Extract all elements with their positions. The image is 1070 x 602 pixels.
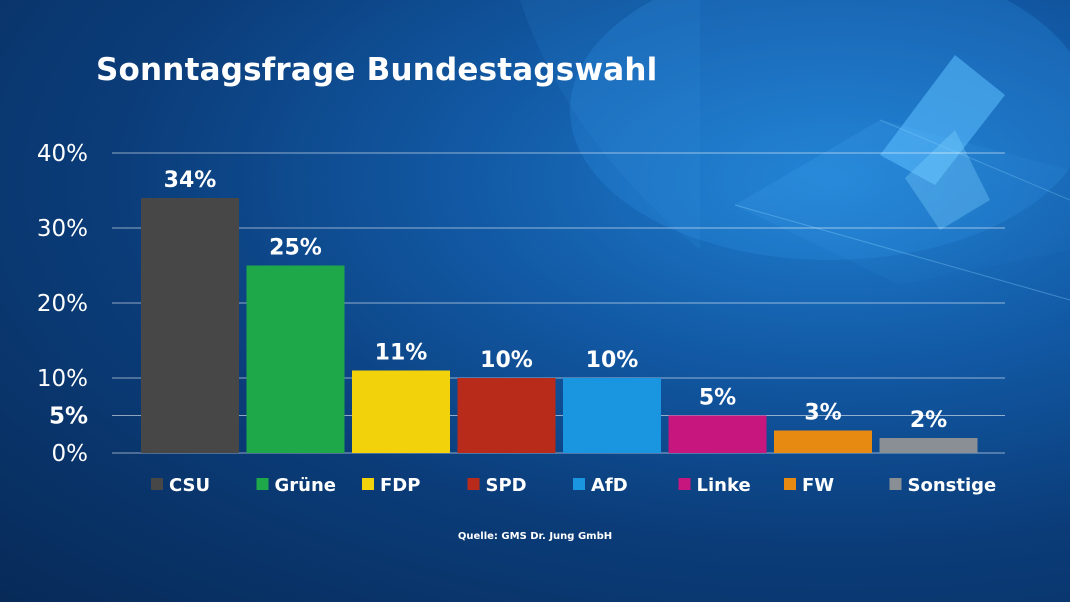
bar-fw: [774, 430, 872, 453]
legend-label: SPD: [486, 475, 527, 496]
data-label: 10%: [586, 348, 639, 373]
bar-linke: [668, 415, 767, 453]
data-labels: 34% 25% 11% 10% 10% 5% 3% 2%: [164, 168, 948, 433]
bar-grüne: [246, 265, 345, 453]
gridlines: [112, 152, 1005, 454]
legend-swatch: [573, 478, 585, 490]
y-tick-label: 20%: [37, 291, 88, 317]
y-tick-label: 30%: [37, 216, 88, 242]
legend-swatch: [362, 478, 374, 490]
data-label: 2%: [910, 408, 947, 433]
data-label: 34%: [164, 168, 217, 193]
legend-swatch: [467, 478, 480, 490]
y-tick-label: 5%: [49, 404, 88, 430]
bar-spd: [457, 378, 556, 453]
source-note: Quelle: GMS Dr. Jung GmbH: [457, 531, 613, 542]
y-axis: 40% 30% 20% 10% 5% 0%: [37, 141, 88, 467]
bar-csu: [141, 198, 239, 453]
legend-label: Sonstige: [908, 475, 997, 496]
legend-label: AfD: [591, 475, 628, 496]
bar-fdp: [352, 370, 450, 453]
legend: CSU Grüne FDP SPD AfD Linke FW Sonstige: [151, 475, 996, 496]
chart-title: Sonntagsfrage Bundestagswahl: [96, 52, 658, 88]
data-label: 25%: [269, 236, 322, 261]
data-label: 5%: [699, 386, 736, 411]
data-label: 10%: [480, 348, 533, 373]
legend-swatch: [889, 478, 902, 490]
y-tick-label: 10%: [37, 366, 88, 392]
data-label: 3%: [804, 401, 841, 426]
legend-label: FW: [802, 475, 834, 496]
legend-label: Linke: [697, 475, 751, 496]
legend-swatch: [784, 478, 796, 490]
legend-label: Grüne: [275, 475, 337, 496]
bars: [141, 198, 978, 453]
legend-label: CSU: [169, 475, 210, 496]
legend-swatch: [678, 478, 691, 490]
bar-afd: [563, 378, 661, 453]
legend-swatch: [151, 478, 163, 490]
y-tick-label: 0%: [52, 441, 89, 467]
bar-sonstige: [879, 438, 978, 453]
legend-label: FDP: [380, 475, 420, 496]
legend-swatch: [256, 478, 269, 490]
y-tick-label: 40%: [37, 141, 88, 167]
data-label: 11%: [375, 341, 428, 366]
